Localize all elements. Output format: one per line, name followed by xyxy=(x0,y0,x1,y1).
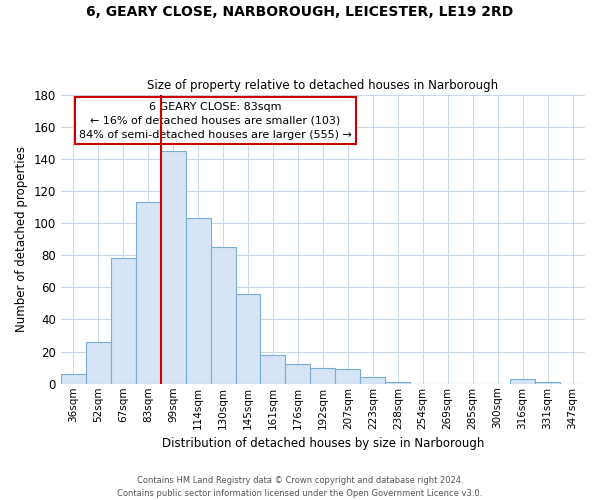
Bar xyxy=(361,378,385,384)
Bar xyxy=(260,355,286,384)
Bar xyxy=(335,370,361,384)
Bar xyxy=(136,202,161,384)
Bar xyxy=(535,382,560,384)
Text: 6, GEARY CLOSE, NARBOROUGH, LEICESTER, LE19 2RD: 6, GEARY CLOSE, NARBOROUGH, LEICESTER, L… xyxy=(86,5,514,19)
Bar xyxy=(111,258,136,384)
Y-axis label: Number of detached properties: Number of detached properties xyxy=(15,146,28,332)
Bar xyxy=(310,368,335,384)
Bar xyxy=(185,218,211,384)
Text: 6 GEARY CLOSE: 83sqm
← 16% of detached houses are smaller (103)
84% of semi-deta: 6 GEARY CLOSE: 83sqm ← 16% of detached h… xyxy=(79,102,352,140)
Bar xyxy=(61,374,86,384)
Bar xyxy=(286,364,310,384)
X-axis label: Distribution of detached houses by size in Narborough: Distribution of detached houses by size … xyxy=(162,437,484,450)
Bar xyxy=(86,342,111,384)
Title: Size of property relative to detached houses in Narborough: Size of property relative to detached ho… xyxy=(148,79,499,92)
Text: Contains HM Land Registry data © Crown copyright and database right 2024.
Contai: Contains HM Land Registry data © Crown c… xyxy=(118,476,482,498)
Bar xyxy=(385,382,410,384)
Bar xyxy=(211,247,236,384)
Bar xyxy=(510,379,535,384)
Bar xyxy=(236,294,260,384)
Bar xyxy=(161,151,185,384)
